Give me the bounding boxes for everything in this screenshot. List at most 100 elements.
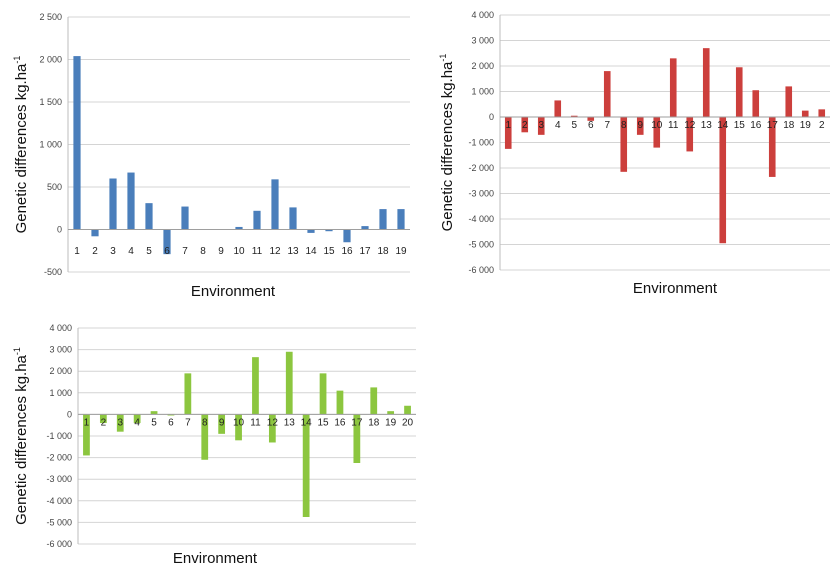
bar	[752, 90, 760, 117]
x-tick-label: 16	[334, 417, 346, 428]
y-axis-title-superscript: -1	[12, 56, 22, 64]
x-tick-label: 12	[684, 120, 696, 131]
bar	[252, 357, 259, 415]
x-tick-label: 11	[252, 246, 263, 257]
bar	[91, 229, 99, 237]
y-tick-label: 2 000	[49, 366, 72, 376]
x-tick-label: 13	[284, 417, 296, 428]
y-tick-label: 3 000	[471, 36, 494, 46]
x-tick-label: 2	[92, 246, 98, 257]
x-axis-title: Environment	[191, 283, 276, 300]
bar	[307, 229, 315, 233]
bar	[818, 109, 826, 117]
bar	[537, 117, 545, 135]
x-tick-label: 20	[402, 417, 414, 428]
y-tick-label: -3 000	[468, 189, 494, 199]
x-tick-label: 7	[604, 120, 610, 131]
x-tick-label: 3	[110, 246, 116, 257]
bar	[109, 178, 117, 230]
bar	[150, 411, 158, 415]
y-tick-label: 1 500	[39, 97, 62, 107]
y-tick-label: 4 000	[471, 10, 494, 20]
x-tick-label: 11	[668, 120, 679, 131]
x-axis-title: Environment	[633, 280, 718, 297]
x-tick-label: 6	[168, 417, 174, 428]
x-tick-label: 15	[317, 417, 329, 428]
y-tick-label: 2 000	[39, 55, 62, 65]
x-tick-label: 9	[218, 246, 224, 257]
bar	[201, 414, 209, 460]
x-tick-label: 19	[800, 120, 812, 131]
y-tick-label: 1 000	[39, 140, 62, 150]
bar	[653, 117, 661, 148]
x-tick-label: 14	[305, 246, 317, 257]
bar	[768, 117, 776, 177]
bar	[669, 58, 677, 117]
y-tick-label: -5 000	[46, 517, 72, 527]
bar	[235, 414, 242, 441]
x-tick-label: 1	[505, 120, 511, 131]
y-tick-label: 2 500	[39, 12, 62, 22]
bar	[319, 373, 327, 415]
bar	[620, 117, 628, 172]
bar	[587, 117, 595, 121]
bar	[387, 411, 395, 415]
x-tick-label: 13	[701, 120, 713, 131]
x-tick-label: 9	[637, 120, 643, 131]
bar	[379, 209, 387, 230]
y-axis-title: Genetic differences kg.ha-1	[12, 56, 30, 234]
x-tick-label: 19	[385, 417, 397, 428]
bar	[235, 226, 243, 230]
y-axis-title-superscript: -1	[438, 54, 448, 62]
bar	[521, 117, 529, 133]
y-tick-label: 0	[489, 112, 494, 122]
x-tick-label: 2	[819, 120, 825, 131]
bar	[603, 71, 611, 117]
y-tick-label: -4 000	[46, 496, 72, 506]
x-tick-label: 10	[233, 246, 245, 257]
y-tick-label: 1 000	[49, 388, 72, 398]
bar	[218, 414, 226, 434]
y-axis-title: Genetic differences kg.ha-1	[12, 347, 30, 525]
bar	[99, 414, 107, 424]
x-tick-label: 15	[323, 246, 335, 257]
bar	[735, 67, 743, 117]
x-tick-label: 14	[717, 120, 729, 131]
x-tick-label: 8	[621, 120, 627, 131]
bar	[686, 117, 694, 152]
x-tick-label: 18	[368, 417, 380, 428]
x-tick-label: 15	[734, 120, 746, 131]
bar	[397, 209, 405, 230]
y-tick-label: 2 000	[471, 61, 494, 71]
y-tick-label: -3 000	[46, 474, 72, 484]
bar	[636, 117, 644, 135]
bar	[702, 48, 710, 117]
x-tick-label: 11	[250, 417, 261, 428]
bar	[184, 373, 192, 415]
y-tick-label: 1 000	[471, 87, 494, 97]
bar	[343, 229, 351, 243]
x-tick-label: 1	[84, 417, 90, 428]
y-axis-title: Genetic differences kg.ha-1	[438, 54, 456, 232]
x-tick-label: 16	[750, 120, 762, 131]
y-tick-label: -6 000	[468, 265, 494, 275]
bar	[353, 414, 361, 463]
x-tick-label: 12	[267, 417, 279, 428]
y-tick-label: 0	[57, 225, 62, 235]
bar	[268, 414, 276, 443]
x-tick-label: 10	[651, 120, 663, 131]
bar	[133, 414, 141, 424]
bar	[336, 390, 344, 415]
bar	[404, 405, 411, 415]
bar	[145, 203, 153, 230]
y-tick-label: -2 000	[46, 453, 72, 463]
x-tick-label: 7	[185, 417, 191, 428]
x-tick-label: 18	[377, 246, 389, 257]
x-tick-label: 8	[200, 246, 206, 257]
bar	[554, 100, 562, 117]
bar	[271, 179, 279, 230]
x-tick-label: 18	[783, 120, 795, 131]
x-tick-label: 14	[301, 417, 313, 428]
x-tick-label: 3	[538, 120, 544, 131]
